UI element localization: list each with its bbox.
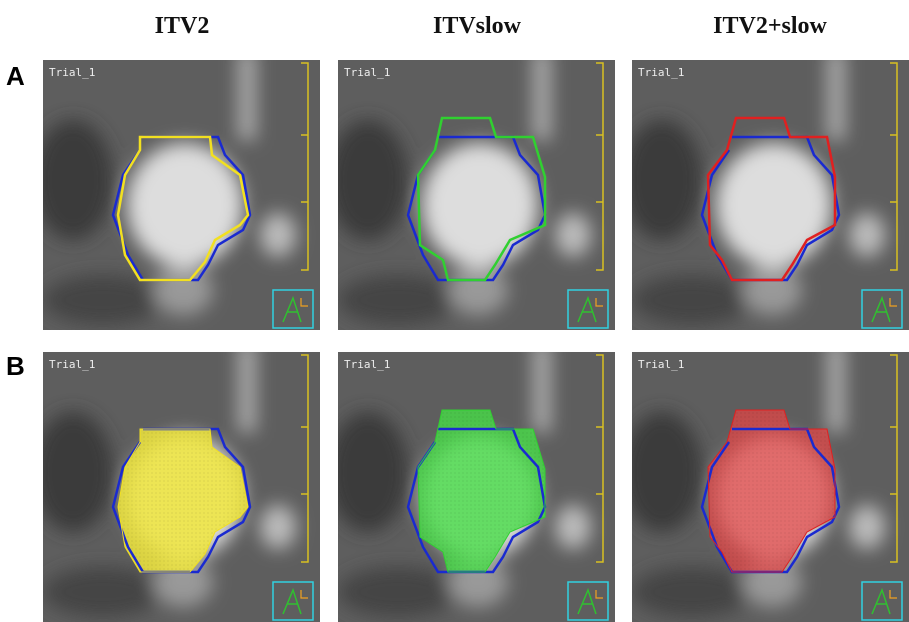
tumor bbox=[716, 143, 832, 267]
trial-label: Trial_1 bbox=[344, 358, 390, 371]
structure bbox=[338, 567, 458, 617]
ct-background bbox=[622, 50, 909, 330]
ct-background bbox=[33, 50, 320, 330]
structure bbox=[260, 505, 296, 549]
structure bbox=[328, 412, 408, 532]
structure bbox=[632, 275, 752, 325]
ct-background bbox=[328, 342, 615, 622]
structure bbox=[827, 50, 845, 140]
structure bbox=[33, 412, 113, 532]
row-label: B bbox=[6, 351, 25, 381]
structure bbox=[622, 412, 702, 532]
structure bbox=[555, 213, 591, 257]
trial-label: Trial_1 bbox=[638, 358, 684, 371]
column-header: ITV2+slow bbox=[713, 13, 827, 39]
column-header: ITV2 bbox=[155, 13, 210, 39]
figure: ITV2 ITVslow ITV2+slow A B Trial_1 Trial_… bbox=[0, 0, 909, 622]
column-header: ITVslow bbox=[433, 13, 522, 39]
structure bbox=[849, 505, 885, 549]
structure bbox=[849, 213, 885, 257]
structure bbox=[33, 120, 113, 240]
image-panel: Trial_1 bbox=[33, 50, 320, 330]
structure bbox=[238, 50, 256, 140]
ct-background bbox=[33, 342, 320, 622]
structure bbox=[338, 275, 458, 325]
ct-background bbox=[622, 342, 909, 622]
image-panel: Trial_1 bbox=[622, 342, 909, 622]
structure bbox=[43, 567, 163, 617]
trial-label: Trial_1 bbox=[344, 66, 390, 79]
structure bbox=[622, 120, 702, 240]
structure bbox=[43, 275, 163, 325]
image-panel: Trial_1 bbox=[328, 342, 615, 622]
structure bbox=[827, 342, 845, 432]
structure bbox=[238, 342, 256, 432]
image-panel: Trial_1 bbox=[328, 50, 615, 330]
image-panel: Trial_1 bbox=[33, 342, 320, 622]
trial-label: Trial_1 bbox=[638, 66, 684, 79]
structure bbox=[533, 342, 551, 432]
structure bbox=[260, 213, 296, 257]
row-label: A bbox=[6, 61, 25, 91]
structure bbox=[328, 120, 408, 240]
ct-background bbox=[328, 50, 615, 330]
structure bbox=[555, 505, 591, 549]
tumor bbox=[422, 143, 538, 267]
structure bbox=[632, 567, 752, 617]
trial-label: Trial_1 bbox=[49, 66, 95, 79]
structure bbox=[533, 50, 551, 140]
tumor bbox=[127, 143, 243, 267]
trial-label: Trial_1 bbox=[49, 358, 95, 371]
image-panel: Trial_1 bbox=[622, 50, 909, 330]
